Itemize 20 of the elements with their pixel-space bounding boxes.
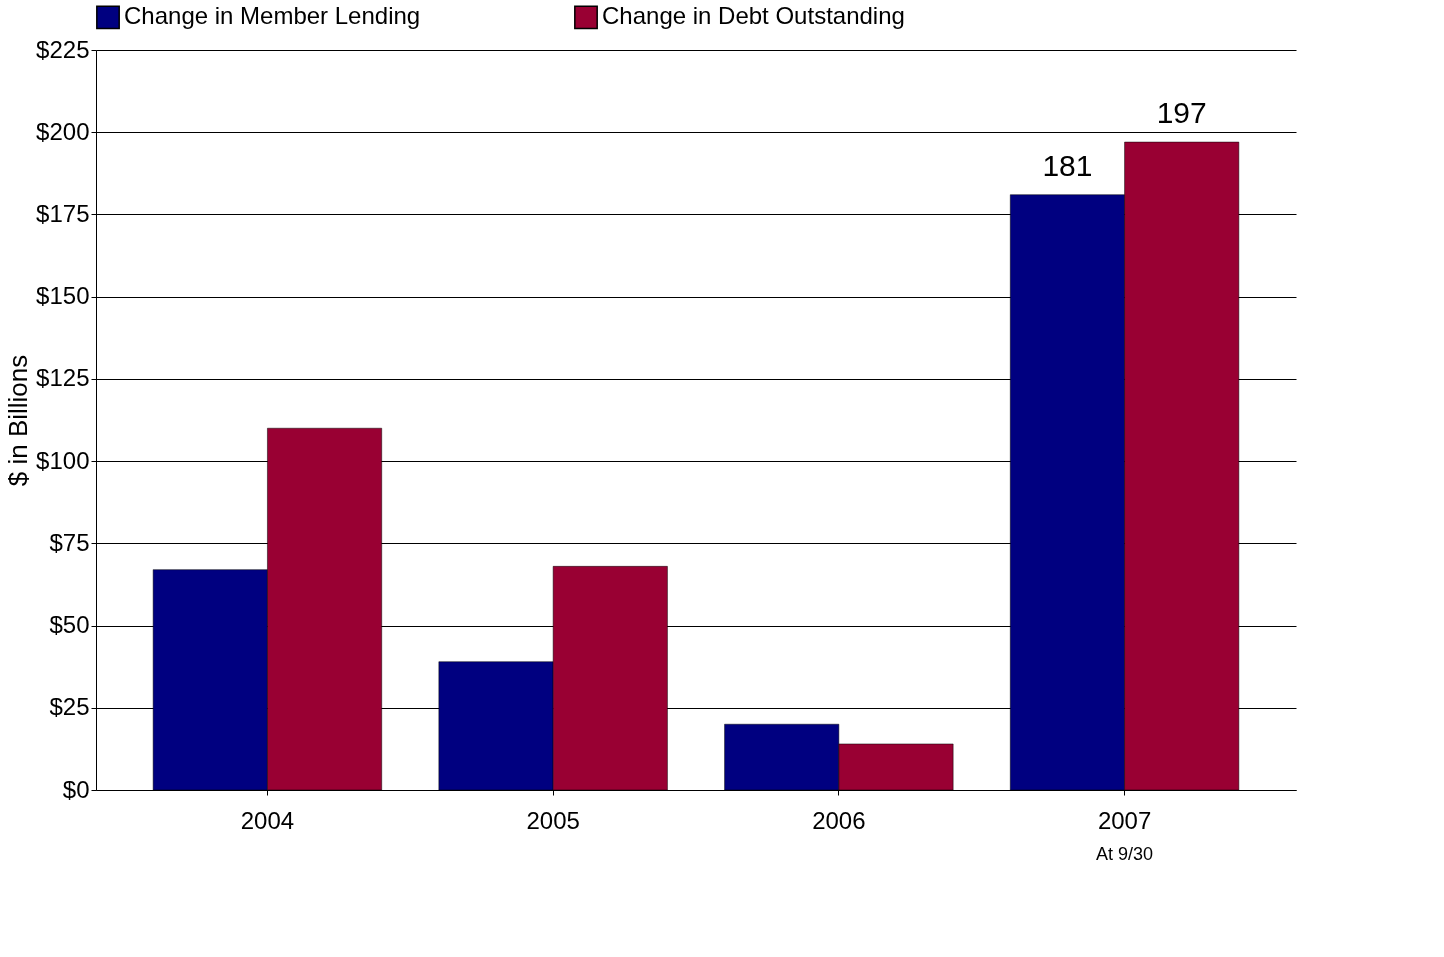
y-axis-title: $ in Billions xyxy=(3,354,34,487)
y-tick-label: $50 xyxy=(49,611,90,639)
x-tick-label: 2004 xyxy=(240,806,295,834)
data-label: 181 xyxy=(1042,148,1093,182)
y-tick-label: $150 xyxy=(36,282,90,310)
y-tick-label: $100 xyxy=(36,446,90,474)
text: At 9/30 xyxy=(1096,844,1154,864)
y-tick-label: $0 xyxy=(62,775,90,803)
y-tick-label: $175 xyxy=(36,199,90,227)
y-tick-label: $125 xyxy=(36,364,90,392)
y-tick-label: $225 xyxy=(36,35,90,63)
legend-label: Change in Member Lending xyxy=(124,2,421,30)
x-tick-label: 2005 xyxy=(526,806,580,834)
y-tick-label: $200 xyxy=(36,117,90,145)
x-tick-label: 2007 xyxy=(1097,806,1152,834)
legend-label: Change in Debt Outstanding xyxy=(602,2,905,30)
x-tick-label: 2006 xyxy=(812,806,866,834)
y-tick-label: $25 xyxy=(49,693,90,721)
data-label: 197 xyxy=(1156,96,1207,130)
y-tick-label: $75 xyxy=(49,528,90,556)
